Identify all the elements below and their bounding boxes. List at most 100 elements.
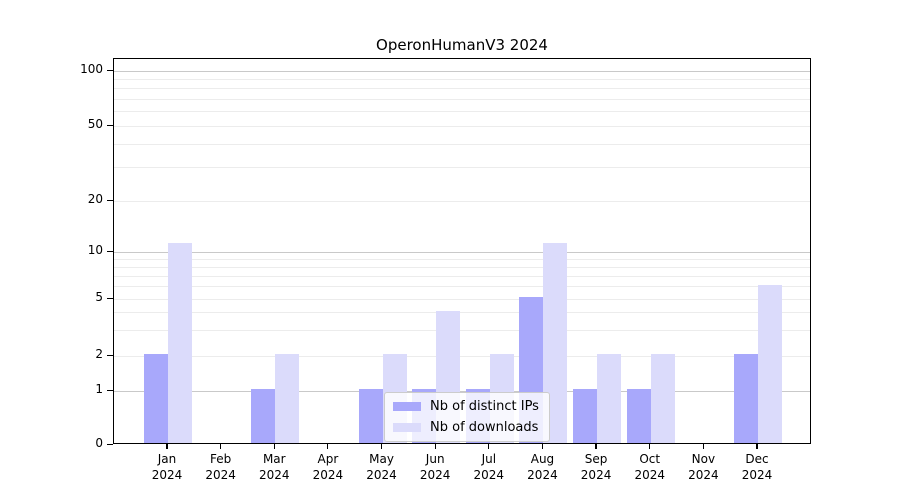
x-tick-year: 2024 [205, 468, 236, 482]
x-tick-mark [434, 444, 436, 449]
y-tick-label: 10 [87, 243, 103, 257]
major-gridline [114, 390, 810, 392]
bar-distinct-ips-jan-2024 [144, 354, 168, 443]
x-tick-month: Feb [210, 452, 232, 466]
x-tick-label: Sep 2024 [564, 451, 628, 483]
legend-label: Nb of distinct IPs [430, 399, 539, 414]
x-tick-label: Jan 2024 [135, 451, 199, 483]
x-tick-year: 2024 [151, 468, 183, 482]
y-tick-label: 0 [95, 436, 103, 450]
x-tick-month: Jul [481, 452, 497, 466]
chart-title: OperonHumanV3 2024 [376, 36, 548, 54]
x-tick-year: 2024 [688, 468, 719, 482]
legend: Nb of distinct IPs Nb of downloads [384, 392, 550, 442]
x-tick-mark [488, 444, 490, 449]
x-tick-month: Aug [530, 452, 555, 466]
y-tick-mark [107, 389, 113, 391]
x-tick-year: 2024 [258, 468, 290, 482]
y-tick-label: 1 [95, 382, 103, 396]
plot-area: Nb of distinct IPs Nb of downloads [113, 58, 811, 444]
bar-distinct-ips-dec-2024 [734, 354, 758, 443]
y-tick-label: 5 [95, 290, 103, 304]
x-tick-mark [702, 444, 704, 449]
x-tick-label: Apr 2024 [296, 451, 360, 483]
minor-gridline [114, 258, 810, 260]
y-tick-mark [107, 69, 113, 71]
x-tick-label: Feb 2024 [189, 451, 253, 483]
minor-gridline [114, 200, 810, 202]
x-tick-mark [541, 444, 544, 449]
x-tick-month: Apr [317, 452, 339, 466]
x-tick-year: 2024 [419, 468, 451, 482]
x-tick-month: Nov [691, 452, 716, 466]
x-tick-mark [380, 444, 383, 449]
minor-gridline [114, 98, 810, 100]
x-tick-label: Nov 2024 [671, 451, 735, 483]
y-tick-mark [107, 354, 113, 356]
legend-row: Nb of downloads [393, 420, 539, 435]
minor-gridline [114, 330, 810, 332]
x-tick-year: 2024 [580, 468, 612, 482]
x-tick-month: Dec [745, 452, 769, 466]
x-tick-year: 2024 [473, 468, 505, 482]
x-tick-year: 2024 [366, 468, 397, 482]
y-tick-label: 100 [80, 62, 103, 76]
x-tick-label: Dec 2024 [725, 451, 789, 483]
x-tick-year: 2024 [312, 468, 344, 482]
minor-gridline [114, 266, 810, 268]
legend-row: Nb of distinct IPs [393, 399, 539, 414]
minor-gridline [114, 111, 810, 113]
minor-gridline [114, 275, 810, 277]
major-gridline [114, 251, 810, 253]
minor-gridline [114, 286, 810, 288]
x-tick-month: Jan [157, 452, 177, 466]
x-tick-label: Aug 2024 [510, 451, 574, 483]
x-tick-year: 2024 [741, 468, 773, 482]
x-tick-month: Mar [262, 452, 286, 466]
bar-distinct-ips-oct-2024 [626, 389, 651, 443]
minor-gridline [114, 88, 810, 90]
y-tick-label: 50 [87, 117, 103, 131]
x-tick-month: May [369, 452, 394, 466]
x-tick-label: Jun 2024 [403, 451, 467, 483]
legend-swatch-icon [393, 423, 421, 432]
bar-downloads-sep-2024 [597, 354, 622, 443]
bar-downloads-oct-2024 [650, 354, 675, 443]
x-tick-mark [220, 444, 222, 449]
minor-gridline [114, 78, 810, 80]
x-tick-label: May 2024 [350, 451, 414, 483]
y-tick-mark [107, 297, 113, 299]
x-tick-mark [327, 444, 329, 449]
minor-gridline [114, 167, 810, 169]
x-tick-mark [756, 444, 758, 449]
bar-distinct-ips-sep-2024 [573, 389, 598, 443]
minor-gridline [114, 143, 810, 145]
bar-downloads-dec-2024 [758, 284, 782, 443]
y-tick-mark [107, 443, 113, 445]
y-tick-mark [107, 250, 113, 252]
legend-swatch-icon [393, 402, 421, 411]
y-tick-mark [107, 199, 113, 201]
major-gridline [114, 70, 810, 72]
bar-downloads-jan-2024 [168, 243, 192, 443]
y-tick-label: 2 [95, 347, 103, 361]
bar-distinct-ips-may-2024 [358, 389, 383, 443]
minor-gridline [114, 298, 810, 300]
y-tick-mark [107, 124, 113, 126]
x-tick-mark [595, 444, 597, 449]
x-tick-month: Sep [584, 452, 608, 466]
x-tick-mark [166, 444, 168, 449]
legend-label: Nb of downloads [430, 420, 539, 435]
bar-downloads-mar-2024 [275, 354, 300, 443]
x-tick-label: Oct 2024 [618, 451, 682, 483]
y-tick-label: 20 [87, 192, 103, 206]
x-tick-label: Jul 2024 [457, 451, 521, 483]
x-tick-mark [649, 444, 651, 449]
minor-gridline [114, 355, 810, 357]
x-tick-mark [273, 444, 275, 449]
x-tick-month: Oct [639, 452, 661, 466]
minor-gridline [114, 312, 810, 314]
x-tick-year: 2024 [634, 468, 665, 482]
x-tick-month: Jun [425, 452, 445, 466]
